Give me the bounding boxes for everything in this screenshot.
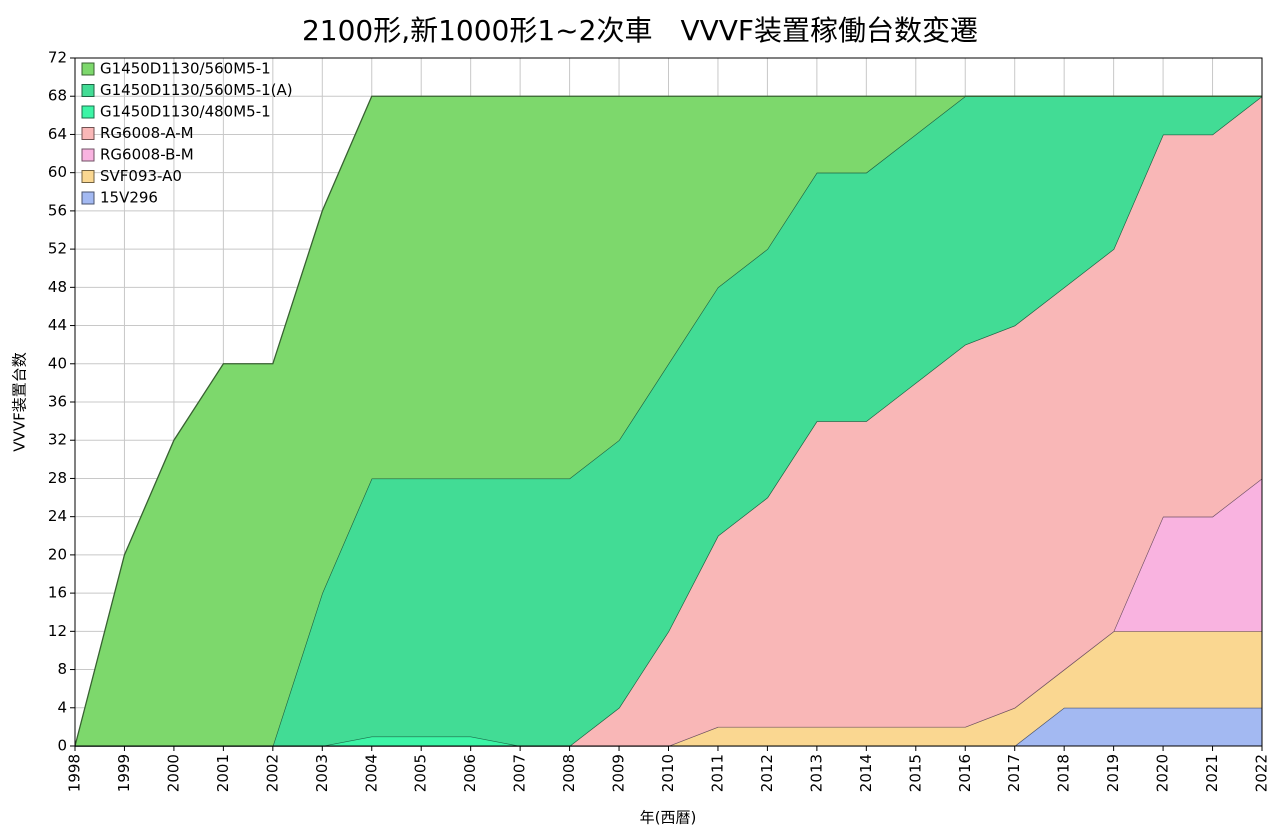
x-tick-label: 2021 <box>1203 754 1221 792</box>
y-tick-label: 24 <box>48 507 67 525</box>
x-tick-label: 2004 <box>362 754 380 792</box>
legend: G1450D1130/560M5-1 G1450D1130/560M5-1(A) G… <box>81 60 293 207</box>
legend-swatch <box>81 105 95 119</box>
legend-swatch <box>81 62 95 76</box>
legend-swatch <box>81 148 95 162</box>
y-tick-label: 4 <box>57 698 67 716</box>
area-edge <box>74 95 1262 747</box>
y-tick-label: 48 <box>48 278 67 296</box>
y-tick-label: 32 <box>48 431 67 449</box>
y-tick-label: 8 <box>57 660 67 678</box>
x-tick-label: 2001 <box>214 754 232 792</box>
x-tick-label: 2010 <box>659 754 677 792</box>
x-tick-label: 2014 <box>857 754 875 792</box>
x-tick-label: 1999 <box>115 754 133 792</box>
area <box>75 96 1262 746</box>
legend-label: G1450D1130/560M5-1(A) <box>100 81 293 99</box>
y-tick-label: 56 <box>48 201 67 219</box>
x-tick-label: 2019 <box>1104 754 1122 792</box>
area <box>75 707 1262 746</box>
legend-swatch <box>81 127 95 140</box>
legend-label: 15V296 <box>100 189 158 207</box>
y-tick-label: 0 <box>57 737 67 755</box>
legend-label: RG6008-B-M <box>100 146 194 164</box>
legend-label: SVF093-A0 <box>100 167 182 185</box>
x-tick-label: 2020 <box>1154 754 1172 792</box>
y-tick-label: 20 <box>48 545 67 563</box>
area <box>75 96 1262 746</box>
x-tick-label: 2016 <box>956 754 974 792</box>
x-axis-label: 年(西暦) <box>640 809 697 827</box>
y-tick-label: 16 <box>48 584 67 602</box>
x-tick-label: 2013 <box>807 754 825 792</box>
area <box>75 631 1262 746</box>
y-tick-label: 60 <box>48 163 67 181</box>
chart-title: 2100形,新1000形1~2次車 VVVF装置稼働台数変遷 <box>302 14 978 47</box>
x-tick-label: 2000 <box>164 754 182 792</box>
legend-swatch <box>81 84 95 97</box>
legend-label: RG6008-A-M <box>100 124 194 142</box>
y-axis-label: VVVF装置台数 <box>11 352 29 451</box>
legend-swatch <box>81 191 95 205</box>
y-tick-label: 40 <box>48 354 67 372</box>
x-tick-label: 2003 <box>313 754 331 792</box>
y-tick-label: 44 <box>48 316 67 334</box>
x-tick-label: 2015 <box>906 754 924 792</box>
x-tick-label: 2012 <box>758 754 776 792</box>
x-tick-label: 2009 <box>610 754 628 792</box>
y-tick-label: 64 <box>48 125 67 143</box>
x-tick-label: 1998 <box>66 754 84 792</box>
y-tick-label: 52 <box>48 240 67 258</box>
x-tick-label: 2011 <box>708 754 726 792</box>
legend-label: G1450D1130/480M5-1 <box>100 103 271 121</box>
area <box>75 96 1262 746</box>
legend-swatch <box>81 170 95 183</box>
legend-label: G1450D1130/560M5-1 <box>100 60 271 78</box>
x-tick-label: 2002 <box>263 754 281 792</box>
x-tick-label: 2005 <box>412 754 430 792</box>
x-tick-label: 2022 <box>1253 754 1271 792</box>
x-tick-label: 2007 <box>511 754 529 792</box>
y-tick-label: 12 <box>48 622 67 640</box>
y-tick-label: 28 <box>48 469 67 487</box>
x-tick-label: 2018 <box>1055 754 1073 792</box>
y-tick-label: 72 <box>48 49 67 67</box>
x-tick-label: 2006 <box>461 754 479 792</box>
y-tick-label: 36 <box>48 393 67 411</box>
x-tick-label: 2017 <box>1005 754 1023 792</box>
y-tick-label: 68 <box>48 87 67 105</box>
x-tick-label: 2008 <box>560 754 578 792</box>
